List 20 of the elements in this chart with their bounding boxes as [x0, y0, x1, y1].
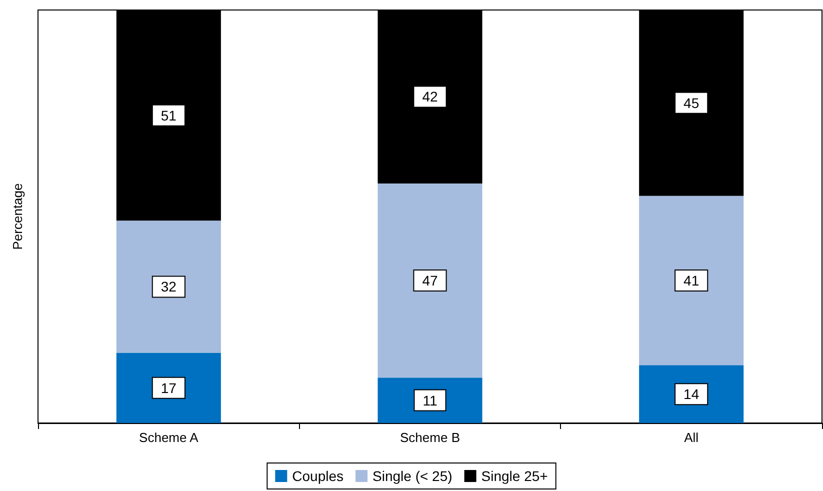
legend-label: Couples [292, 468, 344, 484]
data-label: 14 [684, 386, 700, 402]
legend-label: Single (< 25) [372, 468, 452, 484]
bar [116, 220, 221, 353]
bar [378, 183, 482, 378]
data-label: 45 [684, 94, 700, 111]
data-label: 11 [422, 392, 438, 408]
y-axis-title: Percentage [10, 183, 25, 250]
data-label: 32 [160, 278, 177, 295]
data-label: 51 [160, 107, 177, 124]
data-label: 47 [422, 272, 438, 289]
x-tick-label: Scheme B [400, 430, 460, 445]
data-label: 41 [684, 272, 700, 289]
data-label: 17 [160, 380, 177, 396]
bar [639, 196, 744, 366]
x-tick-label: Scheme A [139, 430, 199, 445]
bar [116, 352, 221, 423]
data-label: 42 [422, 88, 438, 105]
x-tick-label: All [684, 430, 699, 445]
legend-label: Single 25+ [481, 468, 548, 484]
